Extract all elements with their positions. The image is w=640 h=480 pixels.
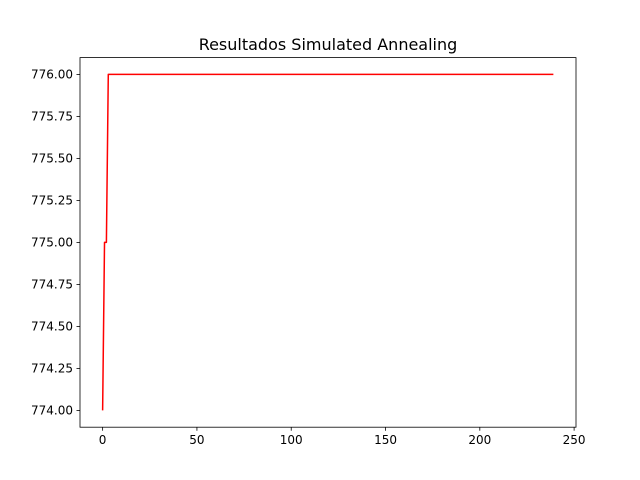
x-tick-label: 150	[374, 433, 397, 447]
y-tick-label: 774.25	[31, 362, 73, 376]
y-tick-label: 775.75	[31, 110, 73, 124]
x-tick-label: 200	[468, 433, 491, 447]
x-tick-label: 250	[563, 433, 586, 447]
y-tick-label: 774.50	[31, 320, 73, 334]
x-tick-label: 0	[99, 433, 107, 447]
y-tick-label: 775.00	[31, 236, 73, 250]
y-tick-label: 774.75	[31, 278, 73, 292]
x-tick-label: 100	[280, 433, 303, 447]
plot-area: 0 50 100 150 200 250 774.00 774.25 774.50 774.75 7…	[31, 68, 586, 448]
chart-title: Resultados Simulated Annealing	[199, 35, 458, 54]
y-tick-label: 775.25	[31, 194, 73, 208]
series-line-0	[101, 73, 554, 411]
y-tick-label: 775.50	[31, 152, 73, 166]
x-tick-label: 50	[189, 433, 204, 447]
y-tick-label: 776.00	[31, 68, 73, 82]
y-tick-label: 774.00	[31, 404, 73, 418]
axes-frame	[79, 57, 577, 428]
